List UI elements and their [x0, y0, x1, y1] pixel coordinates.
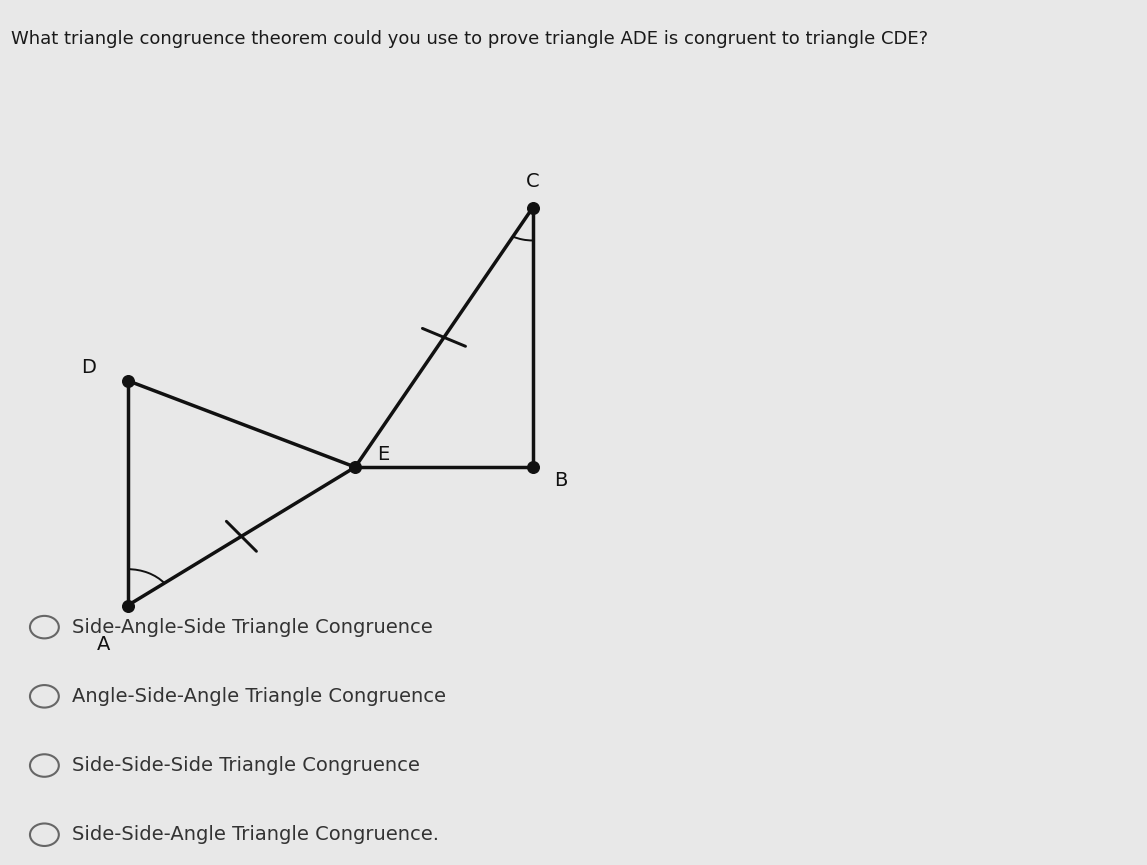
Text: D: D [81, 358, 96, 377]
Point [523, 201, 541, 215]
Text: Side-Side-Side Triangle Congruence: Side-Side-Side Triangle Congruence [72, 756, 420, 775]
Text: C: C [526, 172, 539, 191]
Text: What triangle congruence theorem could you use to prove triangle ADE is congruen: What triangle congruence theorem could y… [11, 30, 928, 48]
Text: Side-Side-Angle Triangle Congruence.: Side-Side-Angle Triangle Congruence. [72, 825, 439, 844]
Point [523, 460, 541, 474]
Point [346, 460, 365, 474]
Text: B: B [554, 471, 568, 490]
Point [118, 374, 136, 388]
Text: Side-Angle-Side Triangle Congruence: Side-Angle-Side Triangle Congruence [72, 618, 432, 637]
Text: Angle-Side-Angle Triangle Congruence: Angle-Side-Angle Triangle Congruence [72, 687, 446, 706]
Text: E: E [377, 445, 389, 464]
Point [118, 599, 136, 612]
Text: A: A [96, 635, 110, 654]
